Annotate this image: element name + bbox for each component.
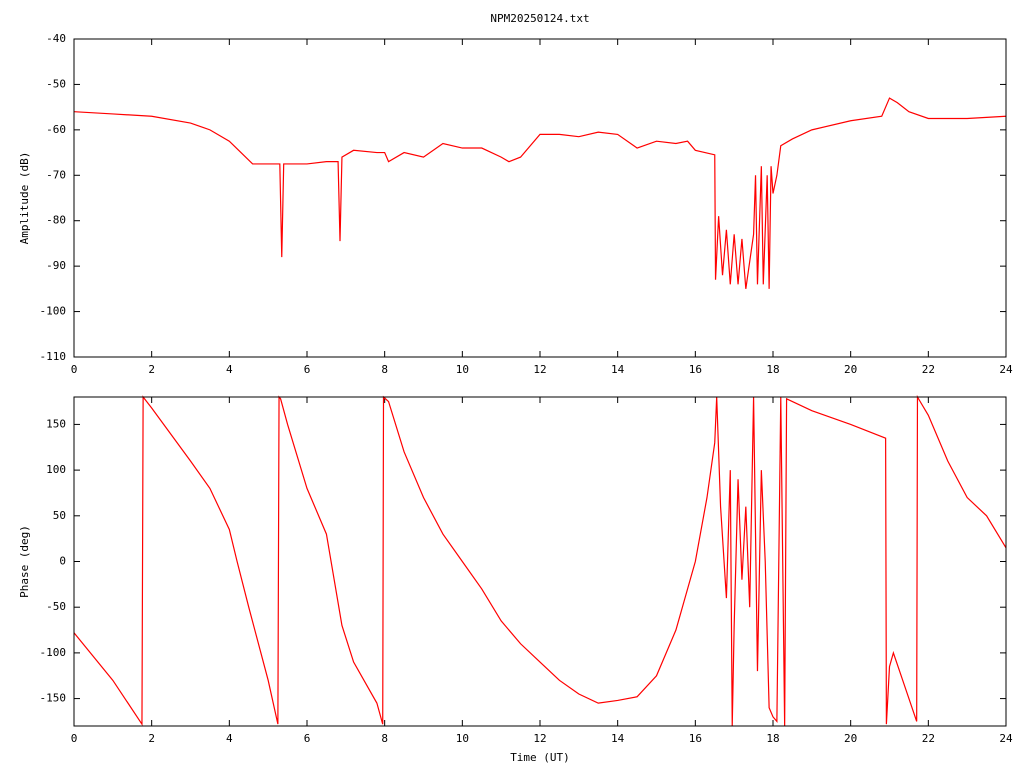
x-tick-label: 16 — [689, 363, 702, 376]
x-tick-label: 24 — [999, 732, 1013, 745]
y-tick-label: 100 — [46, 463, 66, 476]
y-axis-label: Phase (deg) — [18, 525, 31, 598]
y-tick-label: -40 — [46, 32, 66, 45]
x-axis-label: Time (UT) — [510, 751, 570, 764]
x-tick-label: 18 — [766, 363, 779, 376]
x-tick-label: 16 — [689, 732, 702, 745]
x-tick-label: 10 — [456, 363, 469, 376]
x-tick-label: 2 — [148, 732, 155, 745]
x-tick-label: 24 — [999, 363, 1013, 376]
x-tick-label: 12 — [533, 732, 546, 745]
x-tick-label: 8 — [381, 732, 388, 745]
x-tick-label: 20 — [844, 732, 857, 745]
x-tick-label: 0 — [71, 732, 78, 745]
y-tick-label: -80 — [46, 214, 66, 227]
data-line — [73, 97, 1007, 289]
x-tick-label: 8 — [381, 363, 388, 376]
y-tick-label: 0 — [59, 555, 66, 568]
y-tick-label: -110 — [40, 350, 67, 363]
data-line — [73, 394, 1007, 727]
y-tick-label: -70 — [46, 168, 66, 181]
x-tick-label: 12 — [533, 363, 546, 376]
y-tick-label: -100 — [40, 646, 67, 659]
x-tick-label: 2 — [148, 363, 155, 376]
plot-frame — [73, 396, 1007, 727]
y-tick-label: -50 — [46, 600, 66, 613]
x-tick-label: 22 — [922, 732, 935, 745]
x-tick-label: 22 — [922, 363, 935, 376]
y-axis-label: Amplitude (dB) — [18, 152, 31, 245]
y-tick-label: -60 — [46, 123, 66, 136]
y-tick-label: -50 — [46, 77, 66, 90]
chart-title: NPM20250124.txt — [490, 12, 589, 25]
x-tick-label: 4 — [226, 732, 233, 745]
x-tick-label: 18 — [766, 732, 779, 745]
x-tick-label: 10 — [456, 732, 469, 745]
y-tick-label: -100 — [40, 305, 67, 318]
x-tick-label: 14 — [611, 732, 625, 745]
x-tick-label: 6 — [304, 732, 311, 745]
y-tick-label: 50 — [53, 509, 66, 522]
x-tick-label: 4 — [226, 363, 233, 376]
y-tick-label: 150 — [46, 417, 66, 430]
x-tick-label: 14 — [611, 363, 625, 376]
y-tick-label: -90 — [46, 259, 66, 272]
y-tick-label: -150 — [40, 692, 67, 705]
x-tick-label: 0 — [71, 363, 78, 376]
x-tick-label: 20 — [844, 363, 857, 376]
plot-frame — [73, 38, 1007, 358]
x-tick-label: 6 — [304, 363, 311, 376]
